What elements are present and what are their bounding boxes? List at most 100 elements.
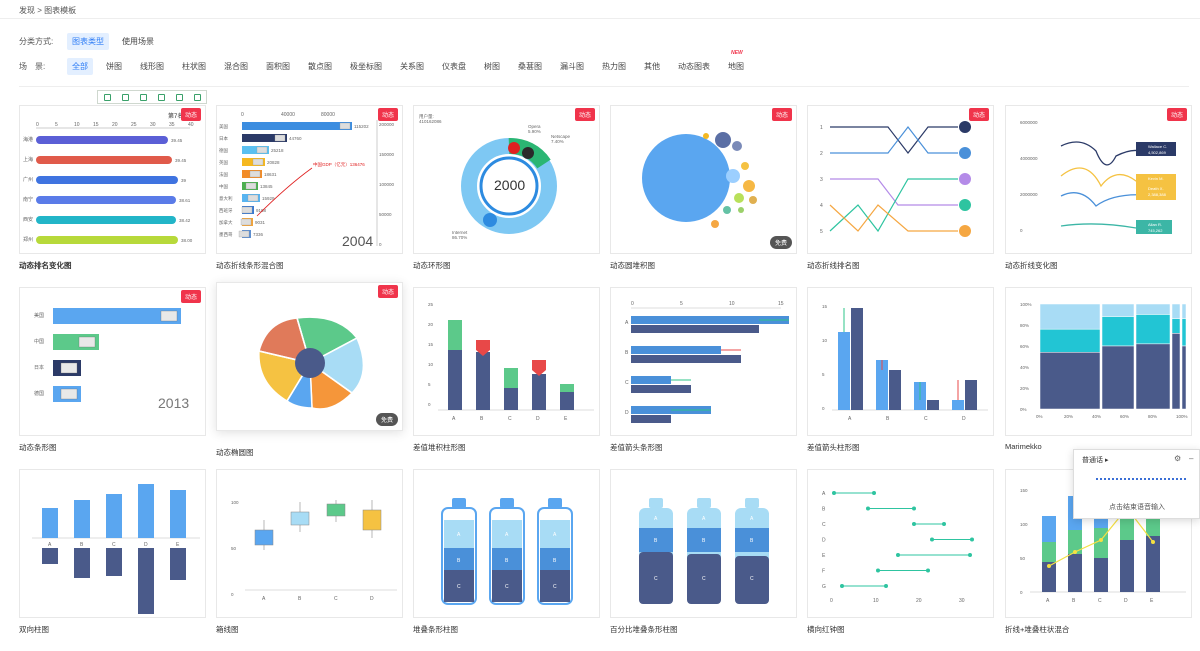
- scene-tab-3[interactable]: 柱状图: [177, 58, 211, 75]
- segment-label: A: [654, 516, 658, 522]
- scene-tab-4[interactable]: 混合图: [219, 58, 253, 75]
- template-card-13[interactable]: 100 50 0 A B C D: [216, 469, 403, 618]
- template-card-12[interactable]: A B C D E: [19, 469, 206, 618]
- stacked-bar: [1068, 530, 1082, 554]
- bubble: [726, 169, 740, 183]
- card-title[interactable]: 堆叠条形柱图: [413, 625, 458, 634]
- card-title[interactable]: 动态圆堆积图: [610, 261, 655, 270]
- card-title[interactable]: 百分比堆叠条形柱图: [610, 625, 678, 634]
- scene-tab-9[interactable]: 仪表盘: [437, 58, 471, 75]
- card-title[interactable]: 横向红钟图: [807, 625, 845, 634]
- series-line: [1060, 141, 1147, 166]
- scene-tab-16[interactable]: 地图 NEW: [723, 50, 749, 75]
- scene-tab-8[interactable]: 关系图: [395, 58, 429, 75]
- card-title[interactable]: 差值堆积柱形图: [413, 443, 466, 452]
- template-card-10[interactable]: 15 10 5 0 A B C D: [807, 287, 994, 436]
- series-line: [830, 126, 958, 154]
- download-icon[interactable]: [121, 93, 129, 101]
- flag-icon: [247, 194, 259, 202]
- breadcrumb[interactable]: 发现 > 图表模板: [19, 6, 77, 15]
- template-card-4[interactable]: 1 2 3 4 5 动态: [807, 105, 994, 254]
- row-label: 美国: [34, 312, 44, 319]
- scene-tab-10[interactable]: 树图: [479, 58, 505, 75]
- template-card-14[interactable]: A B C A B C A B C: [413, 469, 600, 618]
- filter-option-scene[interactable]: 使用场景: [122, 37, 154, 46]
- scene-tab-13[interactable]: 热力图: [597, 58, 631, 75]
- scene-tab-5[interactable]: 面积图: [261, 58, 295, 75]
- template-card-15[interactable]: A B C A B C A B C: [610, 469, 797, 618]
- template-card-8[interactable]: 25 20 15 10 5 0 A B C D E: [413, 287, 600, 436]
- minimize-icon[interactable]: –: [1189, 454, 1194, 463]
- segment-c: [735, 556, 769, 604]
- scene-tab-2[interactable]: 线形图: [135, 58, 169, 75]
- tick-label: D: [962, 416, 966, 422]
- bubble: [642, 134, 730, 222]
- card-title[interactable]: 折线+堆叠柱状混合: [1005, 625, 1070, 634]
- scene-tab-1[interactable]: 饼图: [101, 58, 127, 75]
- scene-tab-0[interactable]: 全部: [67, 58, 93, 75]
- bar: [631, 325, 759, 333]
- segment-c: [492, 570, 522, 602]
- category-filter: 分类方式: 图表类型 使用场景: [19, 33, 167, 50]
- card-title[interactable]: 动态折线变化图: [1005, 261, 1058, 270]
- dot: [912, 506, 916, 511]
- card-title[interactable]: 差值箭头柱形图: [807, 443, 860, 452]
- card-title[interactable]: 动态排名变化图: [19, 261, 72, 270]
- card-title[interactable]: 动态环形图: [413, 261, 451, 270]
- flag-icon: [256, 146, 268, 154]
- template-card-3[interactable]: 动态 免费: [610, 105, 797, 254]
- bar-down: [170, 548, 186, 580]
- zoom-icon[interactable]: [103, 93, 111, 101]
- template-card-5[interactable]: 6000000 4000000 2000000 0 Wallace C. 4,502,86…: [1005, 105, 1192, 254]
- marimekko-cell: [1171, 303, 1181, 319]
- settings-icon[interactable]: [193, 93, 201, 101]
- template-card-1[interactable]: 0 40000 80000 美国 115202 日本 44760 德国 25218 英国 20828…: [216, 105, 403, 254]
- tick-label: 2000000: [1020, 192, 1038, 197]
- card-title[interactable]: 差值箭头条形图: [610, 443, 663, 452]
- tick-label: G: [822, 584, 826, 590]
- template-card-16[interactable]: A B C D E F G 0 10 20 30: [807, 469, 994, 618]
- tick-label: 15: [822, 304, 828, 309]
- template-card-2[interactable]: 用户量: 410162086 2000 Opera 5.90% Netscape 7.40%…: [413, 105, 600, 254]
- tick-label: E: [564, 416, 568, 422]
- settings-icon[interactable]: ⚙: [1174, 454, 1182, 463]
- card-title[interactable]: 箱线图: [216, 625, 239, 634]
- scene-tab-15[interactable]: 动态图表: [673, 58, 715, 75]
- segment-label: A: [553, 532, 557, 538]
- card-title[interactable]: 动态折线排名图: [807, 261, 860, 270]
- dynamic-badge: 动态: [1166, 108, 1187, 121]
- segment-label: B: [654, 538, 658, 544]
- card-title[interactable]: 动态折线条形混合图: [216, 261, 284, 270]
- card-title[interactable]: 双向柱图: [19, 625, 49, 634]
- gdp-line: [256, 167, 313, 217]
- tick-label: B: [298, 596, 302, 602]
- flag-icon: [240, 218, 252, 226]
- voice-language-select[interactable]: 普通话 ▸: [1082, 457, 1109, 464]
- template-card-11[interactable]: 100% 80% 60% 40% 20% 0% 0% 20% 40% 60% 80% 100%: [1005, 287, 1192, 436]
- tick-label: 80%: [1148, 414, 1157, 419]
- scene-tab-7[interactable]: 极坐标图: [345, 58, 387, 75]
- card-title[interactable]: Marimekko: [1005, 442, 1042, 451]
- tick-label: 0: [428, 402, 431, 407]
- card-title[interactable]: 动态椭圆图: [216, 448, 254, 457]
- template-card-0[interactable]: 0 5 10 15 20 25 30 35 40 第7名 海港 39.45 上海 39.45 广州 39 南宁 3…: [19, 105, 206, 254]
- value-label: 39: [181, 178, 187, 183]
- bar: [631, 376, 671, 384]
- scene-tab-14[interactable]: 其他: [639, 58, 665, 75]
- fullscreen-icon[interactable]: [139, 93, 147, 101]
- copy-icon[interactable]: [157, 93, 165, 101]
- voice-tip[interactable]: 点击结束语音输入: [1109, 504, 1165, 511]
- edit-icon[interactable]: [175, 93, 183, 101]
- chart-preview: 0 40000 80000 美国 115202 日本 44760 德国 25218 英国 20828…: [219, 112, 395, 249]
- card-title[interactable]: 动态条形图: [19, 443, 57, 452]
- scene-tab-12[interactable]: 漏斗图: [555, 58, 589, 75]
- scene-tab-11[interactable]: 桑葚图: [513, 58, 547, 75]
- template-card-6[interactable]: 美国 中国 日本 德国 2013 动态: [19, 287, 206, 436]
- filter-option-type[interactable]: 图表类型: [67, 33, 109, 50]
- dynamic-badge: 动态: [574, 108, 595, 121]
- tag-label: 2,388,388: [1148, 192, 1167, 197]
- template-card-9[interactable]: 0 5 10 15 A B C D: [610, 287, 797, 436]
- template-card-7[interactable]: 动态 免费: [216, 282, 403, 431]
- scene-tab-6[interactable]: 散点图: [303, 58, 337, 75]
